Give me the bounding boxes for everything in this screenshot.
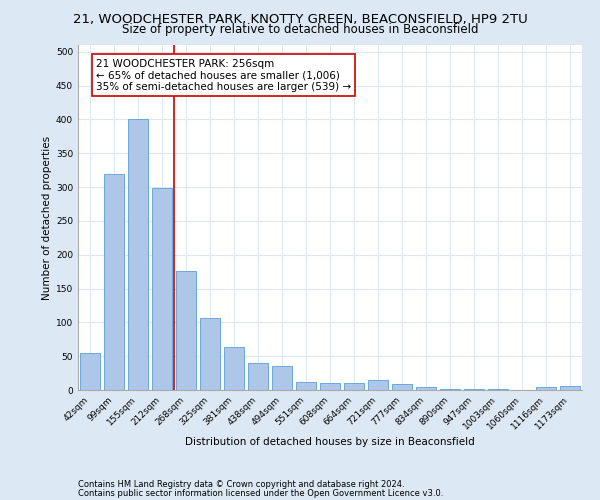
Bar	[368, 380, 388, 390]
Bar	[248, 363, 268, 390]
Text: Contains public sector information licensed under the Open Government Licence v3: Contains public sector information licen…	[78, 489, 443, 498]
Text: Size of property relative to detached houses in Beaconsfield: Size of property relative to detached ho…	[122, 22, 478, 36]
Bar	[152, 188, 172, 390]
Text: Contains HM Land Registry data © Crown copyright and database right 2024.: Contains HM Land Registry data © Crown c…	[78, 480, 404, 489]
Bar	[272, 366, 292, 390]
Bar	[80, 354, 100, 390]
Bar	[296, 382, 316, 390]
Bar	[440, 388, 460, 390]
Bar	[416, 386, 436, 390]
Bar	[176, 271, 196, 390]
X-axis label: Distribution of detached houses by size in Beaconsfield: Distribution of detached houses by size …	[185, 436, 475, 446]
Y-axis label: Number of detached properties: Number of detached properties	[42, 136, 52, 300]
Bar	[128, 120, 148, 390]
Bar	[104, 174, 124, 390]
Bar	[320, 382, 340, 390]
Bar	[536, 386, 556, 390]
Bar	[344, 382, 364, 390]
Bar	[224, 346, 244, 390]
Bar	[392, 384, 412, 390]
Text: 21, WOODCHESTER PARK, KNOTTY GREEN, BEACONSFIELD, HP9 2TU: 21, WOODCHESTER PARK, KNOTTY GREEN, BEAC…	[73, 12, 527, 26]
Text: 21 WOODCHESTER PARK: 256sqm
← 65% of detached houses are smaller (1,006)
35% of : 21 WOODCHESTER PARK: 256sqm ← 65% of det…	[96, 58, 351, 92]
Bar	[560, 386, 580, 390]
Bar	[200, 318, 220, 390]
